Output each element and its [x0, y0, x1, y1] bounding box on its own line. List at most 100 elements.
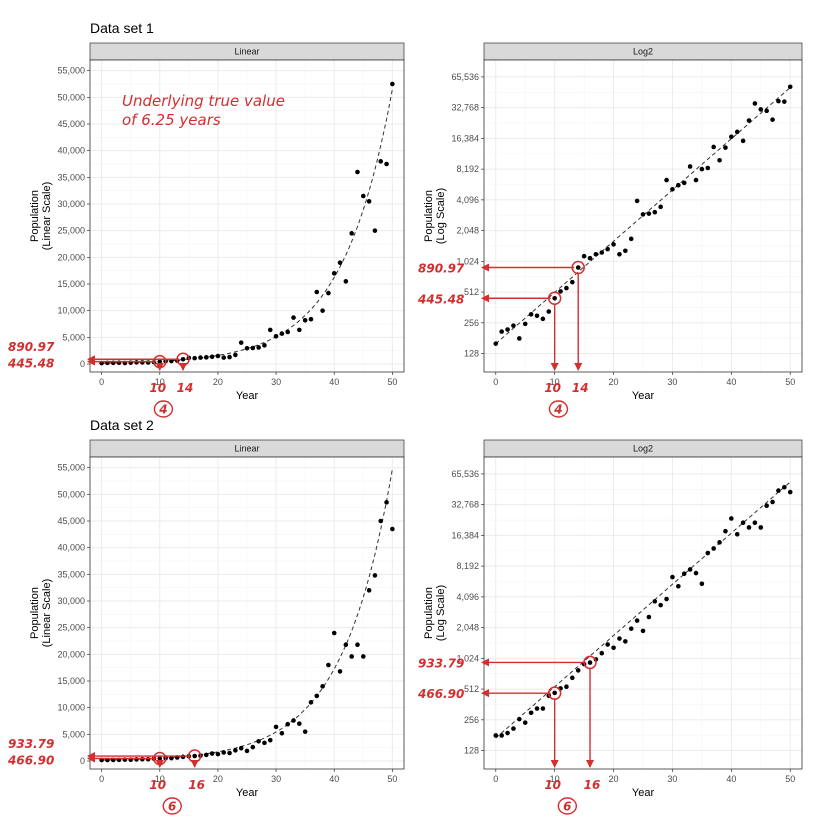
data-point [511, 323, 516, 328]
data-point [623, 639, 628, 644]
x-tick-label: 0 [493, 774, 498, 784]
data-point [776, 488, 781, 493]
x-tick-label: 50 [387, 377, 397, 387]
data-point [291, 718, 296, 723]
y-tick-label: 256 [464, 715, 479, 725]
data-point [711, 546, 716, 551]
data-point [782, 99, 787, 104]
y-tick-label: 65,536 [451, 469, 479, 479]
x-tick-label: 50 [785, 377, 795, 387]
data-point [238, 745, 244, 751]
data-point [628, 626, 634, 631]
data-point [244, 748, 250, 754]
data-point [326, 662, 331, 668]
x-tick-label: 10 [550, 377, 560, 387]
data-point [634, 198, 640, 204]
x-tick-label: 20 [213, 774, 223, 784]
y-value-label: 445.48 [417, 292, 464, 306]
data-point [215, 751, 221, 757]
data-point [134, 360, 139, 365]
data-point [366, 199, 372, 204]
data-point [180, 754, 186, 760]
data-point [776, 98, 781, 104]
data-point [337, 260, 343, 265]
data-point [782, 484, 787, 490]
x-value-label: 10 [544, 778, 561, 792]
data-point [233, 352, 238, 358]
data-point [134, 757, 139, 762]
data-point [227, 354, 232, 360]
y-axis-title: Population(Linear Scale) [29, 182, 53, 250]
data-point [658, 204, 663, 210]
y-tick-label: 40,000 [57, 146, 85, 156]
x-axis-title: Year [632, 787, 655, 799]
data-point [717, 540, 722, 545]
data-point [320, 308, 325, 313]
trend-curve [101, 89, 393, 364]
trend-curve [495, 481, 791, 739]
data-point [681, 571, 687, 577]
x-tick-label: 10 [155, 774, 165, 784]
data-point [267, 737, 273, 743]
data-point [244, 345, 250, 351]
data-point [705, 550, 711, 556]
y-tick-label: 20,000 [57, 252, 85, 262]
data-point [570, 279, 575, 285]
data-point [787, 489, 793, 495]
data-point [157, 756, 163, 761]
x-tick-label: 50 [785, 774, 795, 784]
y-axis-title: Population(Log Scale) [423, 585, 447, 641]
y-tick-label: 55,000 [57, 66, 85, 76]
data-point [528, 312, 534, 317]
data-point [238, 340, 244, 345]
panel-border [483, 456, 803, 770]
y-tick-label: 15,000 [57, 279, 85, 289]
data-point [575, 265, 581, 270]
x-axis-title: Year [236, 390, 259, 402]
y-value-label: 466.90 [7, 754, 54, 768]
x-tick-label: 20 [609, 774, 619, 784]
y-tick-label: 512 [464, 684, 479, 694]
x-tick-label: 30 [667, 377, 677, 387]
data-point [611, 242, 616, 247]
panel-1: Data set 1 Linear 0 10 20 30 40 50 0 5,000 10,000 1… [7, 20, 405, 418]
data-point [221, 355, 227, 360]
y-tick-label: 55,000 [57, 463, 85, 473]
data-point [140, 360, 145, 365]
y-tick-label: 512 [464, 287, 479, 297]
data-point [540, 706, 546, 711]
data-point [522, 321, 528, 327]
data-point [770, 499, 775, 505]
data-point [256, 738, 261, 744]
data-point [314, 693, 320, 699]
data-point [564, 684, 569, 690]
data-point [599, 250, 605, 255]
x-value-label: 14 [572, 381, 589, 395]
annotation-group: 466.90 10 933.79 16 6 [417, 655, 600, 815]
data-point [723, 528, 728, 534]
data-point [157, 359, 163, 364]
y-tick-label: 16,384 [451, 530, 479, 540]
y-tick-label: 65,536 [451, 72, 479, 82]
x-tick-label: 30 [271, 774, 281, 784]
group-title: Data set 1 [90, 20, 154, 36]
group-title: Data set 2 [90, 417, 154, 433]
data-point [758, 525, 764, 530]
y-tick-label: 45,000 [57, 119, 85, 129]
data-point [273, 333, 279, 339]
y-tick-label: 8,192 [456, 561, 479, 571]
data-point [693, 177, 699, 183]
x-value-label: 10 [149, 381, 166, 395]
data-point [617, 252, 622, 257]
data-point [711, 144, 716, 150]
data-point [378, 518, 384, 524]
data-point [505, 327, 510, 332]
y-tick-label: 15,000 [57, 676, 85, 686]
data-point [267, 327, 273, 333]
data-point [699, 581, 705, 587]
y-tick-label: 40,000 [57, 543, 85, 553]
y-tick-label: 0 [80, 756, 85, 766]
data-point [705, 165, 711, 171]
data-point [273, 724, 279, 730]
